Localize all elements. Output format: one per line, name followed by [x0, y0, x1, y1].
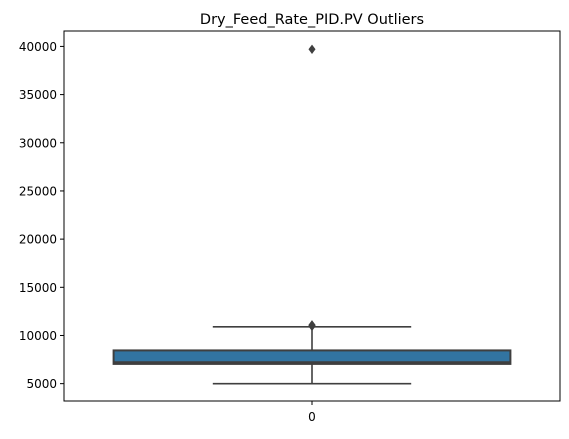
x-tick-label: 0 — [308, 410, 316, 424]
chart-title: Dry_Feed_Rate_PID.PV Outliers — [200, 12, 424, 28]
y-tick-label: 30000 — [19, 136, 57, 150]
y-tick-label: 25000 — [19, 184, 57, 198]
box-series — [112, 44, 512, 385]
y-tick-label: 15000 — [19, 281, 57, 295]
y-ticks: 5000 10000 15000 20000 25000 30000 35000 40000 — [19, 40, 64, 391]
y-tick-label: 10000 — [19, 329, 57, 343]
y-tick-label: 20000 — [19, 233, 57, 247]
box-body — [112, 349, 512, 365]
x-ticks: 0 — [308, 401, 316, 424]
outlier-point — [308, 320, 316, 330]
y-tick-label: 35000 — [19, 88, 57, 102]
outlier-point — [308, 44, 316, 55]
y-tick-label: 40000 — [19, 40, 57, 54]
y-tick-label: 5000 — [26, 377, 57, 391]
